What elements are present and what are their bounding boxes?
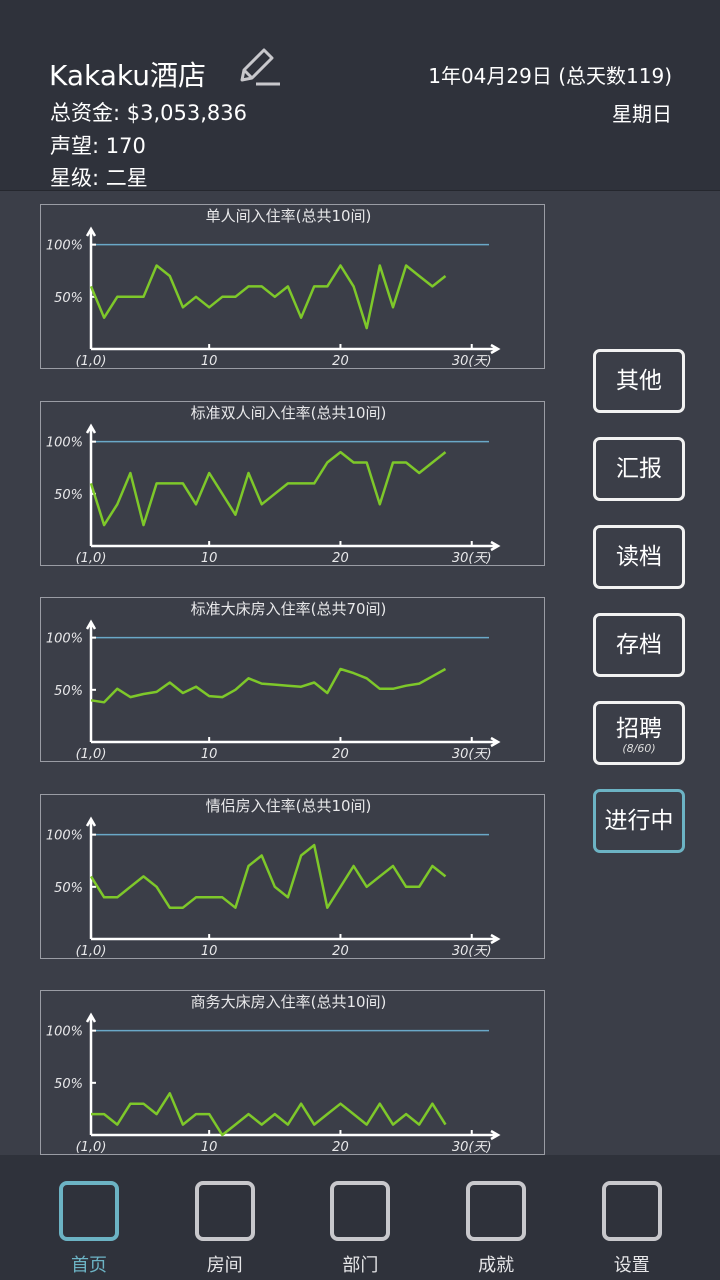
nav-label: 房间: [206, 1255, 243, 1276]
nav-icon: [466, 1181, 527, 1241]
chart-svg: 单人间入住率(总共10间) 50% 100% (1,0) 10 20 30(天): [46, 207, 501, 368]
button-label: 进行中: [604, 808, 674, 834]
x-tick-label: 20: [332, 1140, 349, 1154]
x-axis: [91, 540, 501, 551]
x-tick-label: 10: [201, 551, 218, 565]
nav-icon: [601, 1181, 662, 1241]
nav-label: 部门: [342, 1255, 379, 1276]
y-tick-label: 100%: [46, 239, 83, 254]
chart-svg: 商务大床房入住率(总共10间) 50% 100% (1,0) 10 20 30(天): [46, 993, 501, 1154]
chart-title: 标准大床房入住率(总共70间): [191, 600, 387, 618]
x-tick-label: (1,0): [76, 354, 107, 368]
y-tick-label: 100%: [46, 1025, 83, 1040]
side-button[interactable]: 存档: [593, 613, 685, 677]
occupancy-chart: 情侣房入住率(总共10间) 50% 100% (1,0) 10 20 30(天): [40, 793, 545, 959]
weekday: 星期日: [612, 102, 672, 126]
x-axis: [91, 343, 501, 355]
x-tick-label: 30(天): [452, 1140, 492, 1154]
button-sublabel: (8/60): [622, 742, 656, 755]
nav-icon: [194, 1181, 255, 1241]
chart-title: 情侣房入住率(总共10间): [206, 797, 372, 815]
x-tick-label: 30(天): [452, 944, 492, 958]
header: Kakaku酒店 总资金: $3,053,836 声望: 170 星级: 二星 …: [0, 0, 720, 191]
occupancy-line: [91, 1092, 447, 1137]
occupancy-line: [89, 450, 447, 526]
button-label: 其他: [616, 368, 662, 394]
chart-svg: 情侣房入住率(总共10间) 50% 100% (1,0) 10 20 30(天): [46, 797, 501, 958]
rating: 星级: 二星: [50, 166, 148, 190]
chart-svg: 标准双人间入住率(总共10间) 50% 100% (1,0) 10 20 30(天): [46, 404, 501, 565]
nav-label: 设置: [613, 1255, 650, 1276]
nav-item[interactable]: 设置: [582, 1181, 682, 1277]
y-tick-label: 100%: [46, 828, 83, 843]
nav-icon: [59, 1181, 119, 1241]
y-tick-label: 50%: [54, 487, 83, 502]
button-label: 招聘: [616, 716, 662, 742]
chart-title: 标准双人间入住率(总共10间): [191, 404, 387, 422]
x-tick-label: 20: [332, 944, 349, 958]
chart-title: 商务大床房入住率(总共10间): [191, 993, 387, 1011]
nav-item[interactable]: 首页: [39, 1181, 139, 1277]
y-tick-label: 50%: [54, 880, 83, 895]
x-tick-label: 10: [201, 944, 218, 958]
nav-item[interactable]: 房间: [175, 1181, 275, 1277]
y-tick-label: 100%: [46, 435, 83, 450]
x-tick-label: 30(天): [452, 551, 492, 565]
y-tick-label: 100%: [46, 632, 83, 647]
x-tick-label: (1,0): [76, 747, 107, 761]
x-axis: [91, 933, 501, 944]
hotel-name[interactable]: Kakaku酒店: [49, 59, 207, 92]
nav-item[interactable]: 部门: [310, 1181, 410, 1277]
occupancy-chart: 标准双人间入住率(总共10间) 50% 100% (1,0) 10 20 30(天): [40, 400, 545, 566]
date: 1年04月29日 (总天数119): [428, 64, 672, 88]
x-tick-label: 10: [201, 747, 218, 761]
reputation: 声望: 170: [50, 134, 146, 158]
funds: 总资金: $3,053,836: [50, 101, 247, 125]
occupancy-chart: 单人间入住率(总共10间) 50% 100% (1,0) 10 20 30(天): [40, 204, 545, 369]
side-button[interactable]: 读档: [593, 525, 685, 589]
x-axis: [91, 736, 501, 748]
chart-svg: 标准大床房入住率(总共70间) 50% 100% (1,0) 10 20 30(天): [46, 600, 501, 761]
edit-icon[interactable]: [236, 46, 282, 88]
occupancy-line: [89, 264, 447, 330]
x-tick-label: (1,0): [76, 944, 107, 958]
nav-item[interactable]: 成就: [446, 1181, 546, 1277]
occupancy-line: [89, 843, 447, 909]
bottom-nav: 首页 房间 部门 成就 设置: [0, 1155, 720, 1280]
side-button[interactable]: 进行中: [593, 789, 685, 853]
side-button[interactable]: 汇报: [593, 437, 685, 501]
y-axis: [85, 815, 97, 939]
y-tick-label: 50%: [54, 291, 83, 306]
occupancy-chart: 商务大床房入住率(总共10间) 50% 100% (1,0) 10 20 30(天): [40, 990, 545, 1155]
button-label: 汇报: [616, 456, 662, 482]
x-tick-label: 10: [201, 1140, 218, 1154]
side-button[interactable]: 其他: [593, 349, 685, 413]
y-axis: [85, 619, 97, 742]
y-axis: [85, 1012, 97, 1135]
x-tick-label: 20: [332, 551, 349, 565]
button-label: 读档: [616, 544, 662, 570]
side-button[interactable]: 招聘 (8/60): [593, 701, 685, 765]
chart-title: 单人间入住率(总共10间): [206, 207, 372, 225]
x-axis: [91, 1129, 501, 1141]
occupancy-line: [90, 667, 447, 704]
x-tick-label: 20: [332, 747, 349, 761]
nav-label: 首页: [71, 1255, 107, 1276]
x-tick-label: 30(天): [452, 354, 492, 368]
nav-label: 成就: [478, 1255, 515, 1276]
x-tick-label: 10: [201, 354, 218, 368]
y-tick-label: 50%: [54, 684, 83, 699]
occupancy-chart: 标准大床房入住率(总共70间) 50% 100% (1,0) 10 20 30(天): [40, 597, 545, 762]
y-tick-label: 50%: [54, 1077, 83, 1092]
x-tick-label: (1,0): [76, 1140, 107, 1154]
x-tick-label: (1,0): [76, 551, 107, 565]
nav-icon: [330, 1181, 391, 1241]
button-label: 存档: [616, 632, 662, 658]
x-tick-label: 20: [332, 354, 349, 368]
x-tick-label: 30(天): [452, 747, 492, 761]
